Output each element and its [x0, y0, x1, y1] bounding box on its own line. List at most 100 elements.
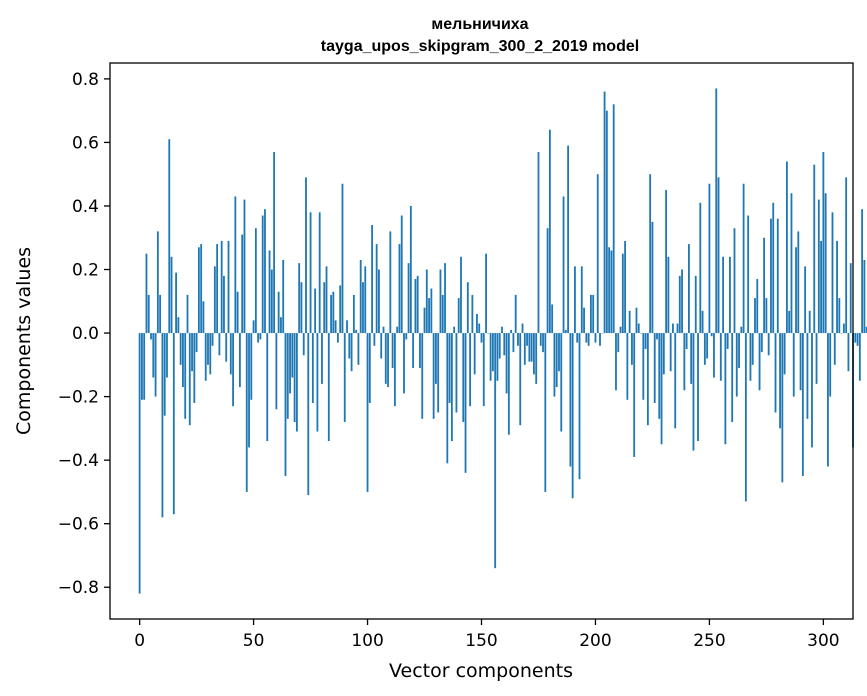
bar-148: [476, 313, 478, 334]
bar-210: [617, 333, 620, 353]
bar-11: [163, 333, 166, 416]
bar-201: [596, 174, 599, 334]
y-tick-label: 0.6: [72, 133, 99, 153]
bar-225: [651, 221, 654, 334]
bar-43: [236, 291, 239, 334]
bar-81: [323, 282, 326, 334]
bar-182: [553, 333, 556, 397]
bar-20: [184, 333, 187, 419]
bar-124: [421, 333, 424, 419]
bar-137: [450, 333, 453, 442]
bar-131: [437, 333, 440, 413]
bar-115: [400, 215, 403, 334]
bar-54: [261, 215, 264, 334]
bar-88: [339, 285, 342, 334]
bar-295: [811, 333, 813, 448]
bar-52: [257, 333, 260, 343]
bar-307: [838, 298, 841, 334]
bar-12: [166, 333, 168, 378]
bar-62: [280, 317, 282, 334]
bar-156: [494, 333, 497, 569]
bar-39: [227, 240, 230, 334]
bar-278: [772, 202, 775, 334]
bar-127: [428, 298, 430, 334]
bar-28: [202, 301, 205, 334]
x-tick-label: 150: [465, 631, 497, 651]
bar-101: [368, 333, 371, 403]
bar-306: [836, 240, 838, 334]
x-axis-label: Vector components: [389, 660, 573, 682]
bar-319: [865, 326, 867, 334]
bar-68: [293, 333, 296, 423]
bar-264: [740, 326, 743, 334]
bar-145: [469, 333, 472, 407]
bar-317: [861, 209, 864, 334]
bar-234: [672, 323, 674, 334]
bar-316: [858, 333, 861, 381]
bar-83: [327, 333, 330, 442]
bar-72: [302, 333, 305, 356]
bar-162: [507, 333, 510, 435]
bar-146: [471, 294, 474, 334]
bar-293: [806, 333, 809, 419]
bar-271: [756, 279, 759, 334]
bar-261: [733, 228, 736, 334]
y-axis-ticks: −0.8 −0.6 −0.4 −0.2 0.0 0.2 0.4 0.6 0.8: [58, 70, 110, 598]
bar-315: [856, 333, 859, 346]
bar-310: [845, 177, 848, 334]
bar-177: [542, 333, 544, 353]
x-tick-label: 100: [351, 631, 383, 651]
bar-4: [147, 294, 150, 334]
bar-178: [544, 333, 547, 492]
y-tick-label: −0.4: [58, 451, 99, 471]
bar-32: [211, 333, 214, 346]
bar-49: [250, 333, 253, 400]
bar-180: [548, 129, 551, 334]
bar-163: [510, 329, 513, 334]
bar-251: [710, 333, 713, 337]
bar-116: [403, 333, 405, 394]
bar-55: [264, 209, 266, 334]
bar-212: [621, 253, 624, 334]
bar-150: [480, 333, 483, 343]
bar-96: [357, 333, 360, 365]
bar-286: [790, 193, 793, 334]
bar-85: [332, 291, 335, 334]
bar-123: [419, 333, 421, 369]
bar-23: [191, 333, 193, 372]
y-tick-label: −0.6: [58, 515, 99, 535]
bar-17: [177, 317, 180, 334]
bar-108: [384, 333, 387, 384]
bar-168: [521, 323, 524, 334]
bar-258: [726, 333, 729, 349]
bar-202: [599, 333, 601, 346]
bar-133: [441, 294, 444, 334]
bar-309: [842, 323, 845, 334]
bar-291: [801, 333, 804, 477]
bar-274: [763, 237, 766, 334]
bar-219: [637, 323, 640, 334]
bar-181: [551, 304, 554, 334]
bar-284: [785, 161, 788, 334]
bar-263: [738, 333, 740, 369]
bar-111: [391, 333, 394, 369]
y-tick-label: −0.2: [58, 388, 99, 408]
bar-140: [457, 298, 460, 334]
bar-160: [503, 333, 506, 356]
bar-218: [635, 307, 638, 334]
bar-75: [309, 212, 312, 334]
bar-222: [644, 333, 647, 349]
bar-166: [517, 333, 519, 346]
bar-0: [138, 333, 141, 594]
bar-194: [580, 266, 583, 334]
bar-158: [498, 333, 501, 359]
bar-155: [491, 333, 494, 372]
bar-139: [455, 333, 458, 413]
bar-236: [676, 323, 679, 334]
bar-21: [186, 294, 189, 334]
x-tick-label: 300: [807, 631, 839, 651]
bar-189: [569, 333, 572, 467]
bar-15: [172, 333, 175, 515]
bar-141: [460, 256, 462, 334]
bar-6: [152, 333, 155, 378]
